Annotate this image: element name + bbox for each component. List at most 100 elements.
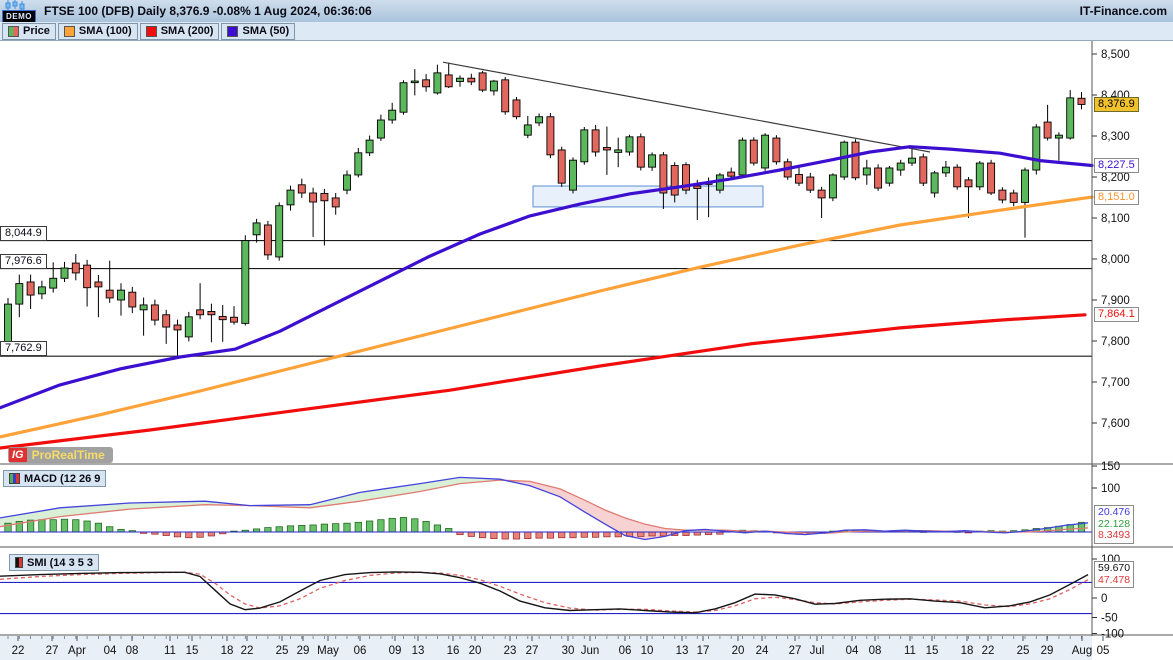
date-tick-label: 20: [732, 645, 745, 657]
candle-up: [569, 159, 577, 191]
legend-row: Price SMA (100) SMA (200) SMA (50): [0, 22, 1173, 41]
candle-up: [840, 141, 849, 178]
macd-indicator-chip[interactable]: MACD (12 26 9: [3, 470, 107, 487]
date-tick-label: Apr: [68, 645, 86, 657]
candle-up: [139, 304, 148, 311]
consolidation-zone[interactable]: [532, 185, 764, 208]
date-tick-label: 11: [904, 645, 916, 657]
sma200-line[interactable]: [0, 313, 1087, 450]
candle-down: [851, 141, 860, 179]
candle-up: [828, 174, 837, 199]
candle-up: [648, 154, 657, 168]
descending-trendline[interactable]: [442, 61, 931, 153]
legend-chip-sma200[interactable]: SMA (200): [139, 22, 220, 40]
candle-up: [117, 289, 125, 301]
candle-up: [885, 167, 894, 184]
date-tick-label: Jul: [810, 645, 825, 657]
candle-up: [15, 283, 24, 305]
date-tick-label: 04: [846, 645, 859, 657]
smi-indicator-chip[interactable]: SMI (14 3 5 3: [9, 554, 100, 571]
macd-fill: [60, 502, 130, 517]
candle-down: [659, 154, 668, 194]
candle-up: [376, 119, 385, 139]
smi-line[interactable]: [0, 571, 1089, 614]
last-price-tag: 8,376.9: [1094, 96, 1139, 112]
date-tick-label: 13: [412, 645, 425, 657]
date-tick-label: 27: [789, 645, 802, 657]
smi-tick-label: -100: [1101, 629, 1124, 641]
date-tick-label: 27: [46, 645, 59, 657]
smi-signal-line[interactable]: [0, 571, 1089, 613]
site-link[interactable]: IT-Finance.com: [1079, 4, 1167, 18]
candle-down: [71, 262, 80, 274]
candle-up: [738, 139, 747, 176]
candle-down: [1043, 121, 1052, 139]
candle-down: [309, 192, 318, 203]
level-label-8044[interactable]: 8,044.9: [0, 225, 47, 241]
candle-down: [501, 79, 510, 113]
price-tick-label: 7,800: [1101, 336, 1130, 348]
legend-chip-sma50[interactable]: SMA (50): [221, 22, 296, 40]
price-tick-label: 7,600: [1101, 418, 1130, 430]
candles: [4, 62, 1086, 357]
candle-down: [874, 167, 883, 189]
candle-down: [331, 197, 340, 208]
candle-up: [275, 205, 284, 258]
candle-down: [297, 184, 306, 194]
candle-down: [173, 324, 182, 331]
level-label-7762[interactable]: 7,762.9: [0, 341, 47, 357]
candle-up: [252, 222, 261, 236]
sma50-line[interactable]: [0, 145, 1094, 410]
date-tick-label: 20: [469, 645, 482, 657]
legend-chip-price[interactable]: Price: [2, 22, 56, 40]
macd-tick-label: 100: [1101, 483, 1120, 495]
date-tick-label: 27: [526, 645, 539, 657]
candle-up: [580, 129, 589, 163]
date-tick-label: 11: [164, 645, 176, 657]
candle-up: [941, 166, 950, 174]
macd-line[interactable]: [0, 476, 1089, 541]
candle-up: [614, 149, 623, 153]
candle-up: [241, 240, 250, 324]
candle-down: [546, 116, 555, 156]
date-tick-label: May: [317, 645, 339, 657]
candle-up: [37, 286, 46, 295]
date-tick-label: 18: [961, 645, 974, 657]
candle-down: [998, 189, 1007, 201]
candle-up: [286, 189, 295, 206]
candle-up: [761, 134, 770, 169]
candle-down: [263, 224, 272, 256]
candle-up: [433, 72, 442, 94]
date-tick-label: 22: [982, 645, 995, 657]
demo-badge: DEMO: [2, 10, 36, 23]
level-label-7976[interactable]: 7,976.6: [0, 253, 47, 269]
candle-down: [218, 315, 227, 321]
date-tick-label: Aug: [1072, 645, 1092, 657]
sma50-price-tag: 8,227.5: [1094, 158, 1139, 174]
candle-down: [795, 174, 803, 184]
candle-down: [727, 171, 736, 177]
candle-down: [128, 291, 137, 308]
sma50-swatch-icon: [227, 25, 239, 37]
date-tick-label: 10: [641, 645, 654, 657]
candle-down: [964, 179, 973, 188]
candle-up: [930, 172, 939, 194]
candle-down: [772, 137, 781, 163]
sma100-line[interactable]: [0, 195, 1094, 439]
candle-down: [591, 129, 600, 153]
candle-up: [862, 167, 871, 176]
candle-down: [749, 139, 758, 164]
sma200-swatch-icon: [145, 25, 157, 37]
legend-chip-sma100[interactable]: SMA (100): [57, 22, 138, 40]
candle-up: [975, 162, 984, 188]
candle-down: [444, 74, 453, 88]
candle-up: [388, 109, 397, 121]
price-tick-label: 8,500: [1101, 49, 1130, 61]
candle-down: [150, 304, 159, 321]
price-tick-label: 8,100: [1101, 213, 1130, 225]
date-tick-label: 29: [1041, 645, 1054, 657]
candle-down: [478, 72, 487, 91]
date-tick-label: 09: [389, 645, 402, 657]
price-tick-label: 7,700: [1101, 377, 1130, 389]
